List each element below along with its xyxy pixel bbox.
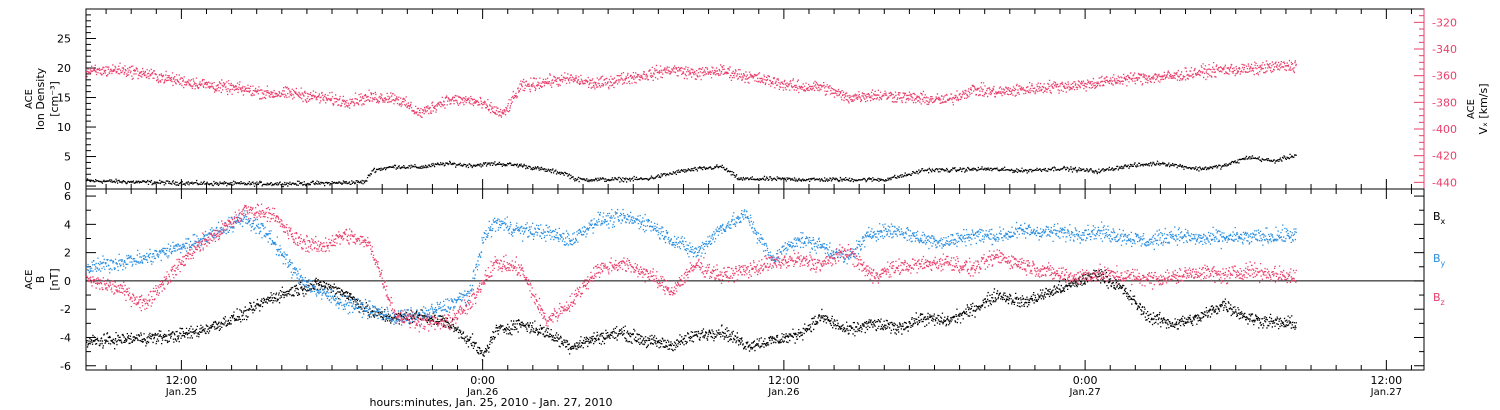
series-by xyxy=(86,208,1297,328)
legend-base: B xyxy=(1433,252,1441,265)
x-tick-time: 12:00 xyxy=(1370,374,1402,387)
legend-sub: x xyxy=(1441,217,1446,226)
velocity-ylabel-line2: Vₓ [km/s] xyxy=(1477,83,1490,134)
density-tick-label: 15 xyxy=(57,92,71,105)
legend-entry-bz: Bz xyxy=(1433,291,1445,307)
velocity-tick-label: -340 xyxy=(1432,43,1457,56)
x-tick-date: Jan.26 xyxy=(466,387,498,398)
density-tick-label: 20 xyxy=(57,62,71,75)
velocity-ylabel: ACE Vₓ [km/s] xyxy=(1466,83,1490,134)
density-ylabel: ACE Ion Density [cm⁻³] xyxy=(24,67,61,130)
panel-field-frame xyxy=(85,188,1425,371)
x-tick-time: 0:00 xyxy=(470,374,495,387)
velocity-tick-label: -380 xyxy=(1432,96,1457,109)
x-axis-label: hours:minutes, Jan. 25, 2010 - Jan. 27, … xyxy=(370,396,613,409)
field-tick-label: -4 xyxy=(60,331,71,344)
field-tick-label: -2 xyxy=(60,303,71,316)
density-tick-label: 0 xyxy=(64,180,71,193)
density-tick-label: 10 xyxy=(57,121,71,134)
field-ylabel: ACE B [nT] xyxy=(24,268,61,290)
velocity-tick-label: -420 xyxy=(1432,150,1457,163)
legend-entry-bx: Bx xyxy=(1433,210,1446,226)
series-ion-density xyxy=(86,153,1297,188)
field-ylabel-line1: ACE xyxy=(24,270,35,290)
field-tick-label: 6 xyxy=(64,190,71,203)
time-axis: 12:00Jan.250:00Jan.2612:00Jan.260:00Jan.… xyxy=(105,9,1412,409)
x-tick-date: Jan.27 xyxy=(1370,387,1402,398)
panel-density-velocity: 0 5 10 15 20 25 -440 -420 -400 -380 -360 -340 -320 AC… xyxy=(24,8,1490,193)
density-ylabel-line1: ACE xyxy=(24,89,35,109)
velocity-tick-label: -400 xyxy=(1432,123,1457,136)
field-tick-label: 4 xyxy=(64,218,71,231)
field-tick-label: 2 xyxy=(64,247,71,260)
legend-sub: z xyxy=(1441,298,1445,307)
velocity-tick-label: -320 xyxy=(1432,16,1457,29)
x-tick-date: Jan.26 xyxy=(767,387,799,398)
density-tick-label: 25 xyxy=(57,33,71,46)
legend-sub: y xyxy=(1441,259,1446,268)
series-bz xyxy=(86,203,1297,333)
legend-base: B xyxy=(1433,210,1441,223)
x-tick-date: Jan.27 xyxy=(1068,387,1100,398)
field-ylabel-line2: B xyxy=(34,276,47,284)
field-tick-label: 0 xyxy=(64,275,71,288)
field-ylabel-line3: [nT] xyxy=(48,268,61,290)
velocity-ylabel-line1: ACE xyxy=(1466,99,1477,119)
velocity-tick-label: -360 xyxy=(1432,70,1457,83)
panel-density-frame xyxy=(85,8,1425,190)
density-tick-label: 5 xyxy=(64,151,71,164)
density-ylabel-line2: Ion Density xyxy=(34,67,47,130)
field-tick-label: -6 xyxy=(60,360,71,373)
x-tick-date: Jan.25 xyxy=(165,387,197,398)
series-velocity-x xyxy=(86,59,1297,118)
legend-entry-by: By xyxy=(1433,252,1446,268)
velocity-tick-label: -440 xyxy=(1432,176,1457,189)
x-tick-time: 12:00 xyxy=(768,374,800,387)
x-tick-time: 12:00 xyxy=(166,374,198,387)
density-ylabel-line3: [cm⁻³] xyxy=(48,81,61,117)
series-bx xyxy=(86,269,1297,361)
legend-base: B xyxy=(1433,291,1441,304)
x-tick-time: 0:00 xyxy=(1073,374,1098,387)
